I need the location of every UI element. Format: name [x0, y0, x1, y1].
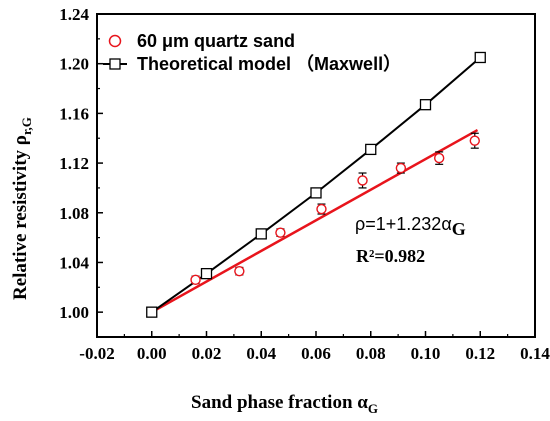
y-tick-label: 1.12 — [59, 154, 89, 173]
fit-layer — [151, 128, 479, 314]
y-tick-label: 1.16 — [59, 104, 89, 123]
x-tick-label: 0.12 — [465, 344, 495, 363]
y-axis-title-main: Relative resistivity ρ — [10, 135, 31, 300]
legend-label-sand: 60 μm quartz sand — [137, 31, 295, 51]
x-tick-label: 0.14 — [520, 344, 550, 363]
y-tick-label: 1.20 — [59, 55, 89, 74]
y-tick-label: 1.24 — [59, 5, 89, 24]
sand-data-point — [275, 227, 286, 238]
series-layer — [146, 51, 486, 318]
model-data-point — [146, 306, 158, 318]
x-tick-label: 0.08 — [356, 344, 386, 363]
x-tick-label: 0.06 — [301, 344, 331, 363]
sand-data-point — [316, 203, 327, 215]
model-data-point — [310, 187, 322, 199]
y-axis-ticks: 1.00 1.04 1.08 1.12 1.16 1.20 1.24 — [59, 5, 103, 322]
legend-marker-circle — [108, 34, 122, 48]
x-axis-title-main: Sand phase fraction α — [191, 392, 368, 413]
model-data-point — [419, 99, 432, 111]
y-tick-label: 1.04 — [59, 253, 89, 272]
fit-equation-sub: G — [452, 219, 466, 239]
fit-equation-main: ρ=1+1.232α — [355, 214, 452, 234]
sand-data-point — [357, 175, 368, 186]
x-axis-ticks: -0.02 0.00 0.02 0.04 0.06 0.08 0.10 0.12 0.14 — [79, 331, 550, 363]
legend: 60 μm quartz sand Theoretical model （Max… — [103, 31, 401, 74]
model-data-point — [365, 143, 377, 156]
sand-data-point — [395, 162, 407, 174]
sand-data-point — [190, 274, 201, 286]
legend-label-model: Theoretical model （Maxwell） — [137, 54, 401, 74]
model-data-point — [474, 51, 486, 64]
legend-marker-square — [109, 58, 121, 70]
x-axis-title-sub: G — [368, 401, 378, 416]
y-tick-label: 1.08 — [59, 204, 89, 223]
x-axis-title: Sand phase fraction αG — [191, 392, 378, 416]
x-tick-label: 0.10 — [411, 344, 441, 363]
sand-data-point — [469, 135, 480, 146]
x-tick-label: 0.02 — [192, 344, 222, 363]
y-axis-title-sub: r,G — [19, 117, 34, 135]
fit-equation: ρ=1+1.232αG — [355, 214, 466, 239]
x-tick-label: 0.04 — [246, 344, 276, 363]
fit-line — [151, 128, 479, 314]
x-tick-label: -0.02 — [79, 344, 114, 363]
y-axis-title: Relative resistivity ρr,G — [10, 117, 34, 300]
x-tick-label: 0.00 — [137, 344, 167, 363]
sand-data-point — [234, 265, 245, 277]
model-data-point — [200, 267, 213, 280]
y-tick-label: 1.00 — [59, 303, 89, 322]
r-squared-label: R²=0.982 — [356, 246, 425, 266]
sand-data-point — [433, 152, 445, 164]
model-data-point — [255, 228, 267, 240]
